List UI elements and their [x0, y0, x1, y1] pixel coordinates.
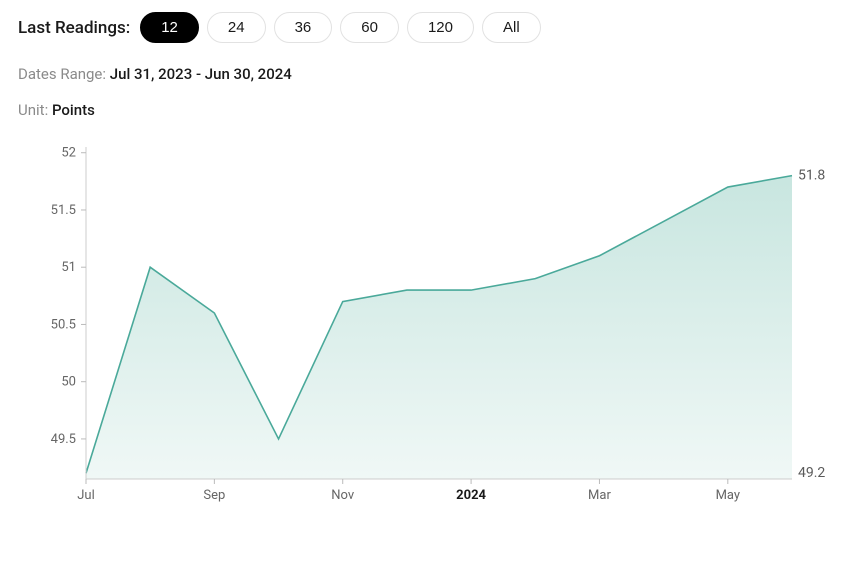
unit-value: Points: [52, 101, 95, 119]
dates-range-value: Jul 31, 2023 - Jun 30, 2024: [110, 65, 292, 83]
readings-option-label: 36: [295, 19, 312, 36]
readings-option-label: 12: [161, 19, 178, 36]
unit-label: Unit:: [18, 101, 48, 119]
y-tick-label: 51: [61, 260, 76, 275]
readings-option-24[interactable]: 24: [207, 12, 266, 43]
readings-option-label: All: [503, 19, 520, 36]
x-tick-label: May: [716, 488, 740, 503]
y-tick-label: 50: [61, 375, 76, 390]
end-label-last: 51.8: [798, 168, 825, 184]
readings-option-all[interactable]: All: [482, 12, 541, 43]
y-tick-label: 52: [61, 146, 76, 161]
chart-container: 49.5 50 50.5 51 51.5 52 Jul Sep Nov 2024 Mar May 51.…: [18, 137, 828, 517]
x-tick-label: Mar: [588, 488, 611, 503]
chart-area-fill: [86, 176, 792, 479]
readings-option-60[interactable]: 60: [340, 12, 399, 43]
last-readings-label: Last Readings:: [18, 18, 130, 38]
readings-pill-group: 12 24 36 60 120 All: [140, 12, 540, 43]
x-tick-label: Nov: [331, 488, 355, 503]
readings-option-label: 120: [428, 19, 453, 36]
x-tick-label: 2024: [456, 488, 486, 503]
readings-option-120[interactable]: 120: [407, 12, 474, 43]
readings-option-12[interactable]: 12: [140, 12, 199, 43]
readings-option-label: 24: [228, 19, 245, 36]
x-tick-label: Sep: [203, 488, 225, 503]
x-tick-label: Jul: [77, 488, 95, 503]
readings-selector-row: Last Readings: 12 24 36 60 120 All: [18, 12, 828, 43]
dates-range-label: Dates Range:: [18, 65, 106, 83]
unit-line: Unit: Points: [18, 101, 828, 119]
y-tick-label: 49.5: [51, 432, 76, 447]
end-label-first: 49.2: [798, 465, 825, 481]
y-tick-label: 51.5: [51, 203, 76, 218]
dates-range-line: Dates Range: Jul 31, 2023 - Jun 30, 2024: [18, 65, 828, 83]
y-tick-label: 50.5: [51, 317, 76, 332]
readings-option-36[interactable]: 36: [274, 12, 333, 43]
area-chart: 49.5 50 50.5 51 51.5 52 Jul Sep Nov 2024 Mar May 51.…: [18, 137, 828, 517]
readings-option-label: 60: [361, 19, 378, 36]
